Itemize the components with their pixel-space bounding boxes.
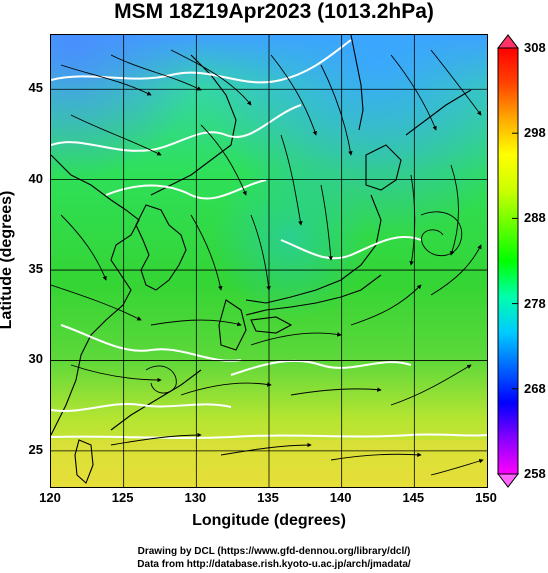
streamline: [145, 365, 177, 394]
streamline: [280, 134, 303, 226]
wind-streamlines: [51, 49, 484, 476]
streamline: [270, 54, 317, 136]
streamline: [390, 364, 472, 406]
streamline: [450, 164, 459, 256]
contour-line: [280, 235, 422, 260]
latitude-tick-30: 30: [28, 351, 43, 367]
coastline-shikoku: [250, 316, 293, 334]
colorbar-top-arrow: [496, 34, 520, 49]
colorbar-label-298: 298: [524, 125, 546, 141]
streamline: [250, 214, 271, 291]
streamline: [430, 49, 482, 116]
y-axis-label: Latitude (degrees): [0, 190, 15, 330]
colorbar-label-278: 278: [524, 295, 546, 311]
coastline-sakhalin: [350, 35, 364, 131]
streamline: [320, 184, 333, 261]
streamline: [390, 54, 437, 131]
streamline: [180, 382, 272, 396]
colorbar-label-268: 268: [524, 380, 546, 396]
latitude-tick-35: 35: [28, 261, 43, 277]
coastline-kuriles: [405, 89, 472, 136]
streamline: [110, 432, 202, 446]
coastline-honshu: [245, 194, 382, 304]
longitude-tick-150: 150: [475, 490, 497, 505]
colorbar-gradient: [497, 47, 519, 475]
coastlines: [51, 35, 472, 484]
lat-lon-grid: [51, 35, 487, 487]
latitude-tick-45: 45: [28, 80, 43, 96]
contour-line: [51, 433, 487, 439]
longitude-tick-120: 120: [39, 490, 61, 505]
latitude-tick-25: 25: [28, 441, 43, 457]
streamline: [51, 284, 142, 321]
streamline: [420, 211, 463, 257]
contour-line: [60, 324, 242, 362]
longitude-tick-145: 145: [402, 490, 425, 505]
streamline: [350, 284, 422, 326]
streamline: [70, 114, 162, 156]
x-axis-label: Longitude (degrees): [192, 512, 346, 529]
coastline-korea: [135, 204, 187, 291]
colorbar: [496, 34, 520, 488]
streamline: [430, 458, 484, 476]
contour-line: [105, 179, 267, 200]
streamline: [250, 332, 342, 346]
coastline-manchuria: [150, 54, 237, 196]
streamline: [170, 49, 252, 106]
streamline: [150, 319, 242, 327]
streamline: [60, 214, 107, 281]
streamline: [320, 64, 353, 156]
colorbar-label-308: 308: [524, 40, 546, 55]
streamline: [190, 214, 223, 291]
coastline-honshu-south: [245, 274, 382, 316]
streamline: [330, 452, 422, 461]
streamline: [430, 244, 482, 296]
coastline-kyushu: [218, 299, 247, 351]
coastline-taiwan: [74, 439, 94, 484]
streamline: [290, 387, 382, 396]
latitude-tick-40: 40: [28, 170, 43, 186]
streamline: [110, 54, 202, 91]
footer-credit-data: Data from http://database.rish.kyoto-u.a…: [137, 559, 411, 570]
streamline: [220, 442, 312, 456]
longitude-tick-140: 140: [329, 490, 352, 505]
colorbar-label-258: 258: [524, 466, 546, 481]
colorbar-label-288: 288: [524, 210, 546, 226]
streamline: [200, 124, 247, 196]
streamline: [60, 64, 152, 96]
contour-line: [51, 104, 302, 152]
temperature-map: [50, 34, 488, 488]
streamline: [70, 364, 162, 383]
colorbar-bottom-arrow: [496, 473, 520, 488]
longitude-tick-130: 130: [184, 490, 207, 505]
map-title: MSM 18Z19Apr2023 (1013.2hPa): [114, 0, 434, 23]
coastline-ryukyu: [110, 369, 202, 431]
streamline: [409, 174, 416, 266]
footer-credit-drawing: Drawing by DCL (https://www.gfd-dennou.o…: [137, 546, 411, 557]
contour-line: [51, 403, 232, 412]
longitude-tick-135: 135: [257, 490, 279, 505]
coastline-china-north: [51, 154, 140, 436]
longitude-tick-125: 125: [111, 490, 134, 505]
contour-line: [230, 359, 412, 376]
